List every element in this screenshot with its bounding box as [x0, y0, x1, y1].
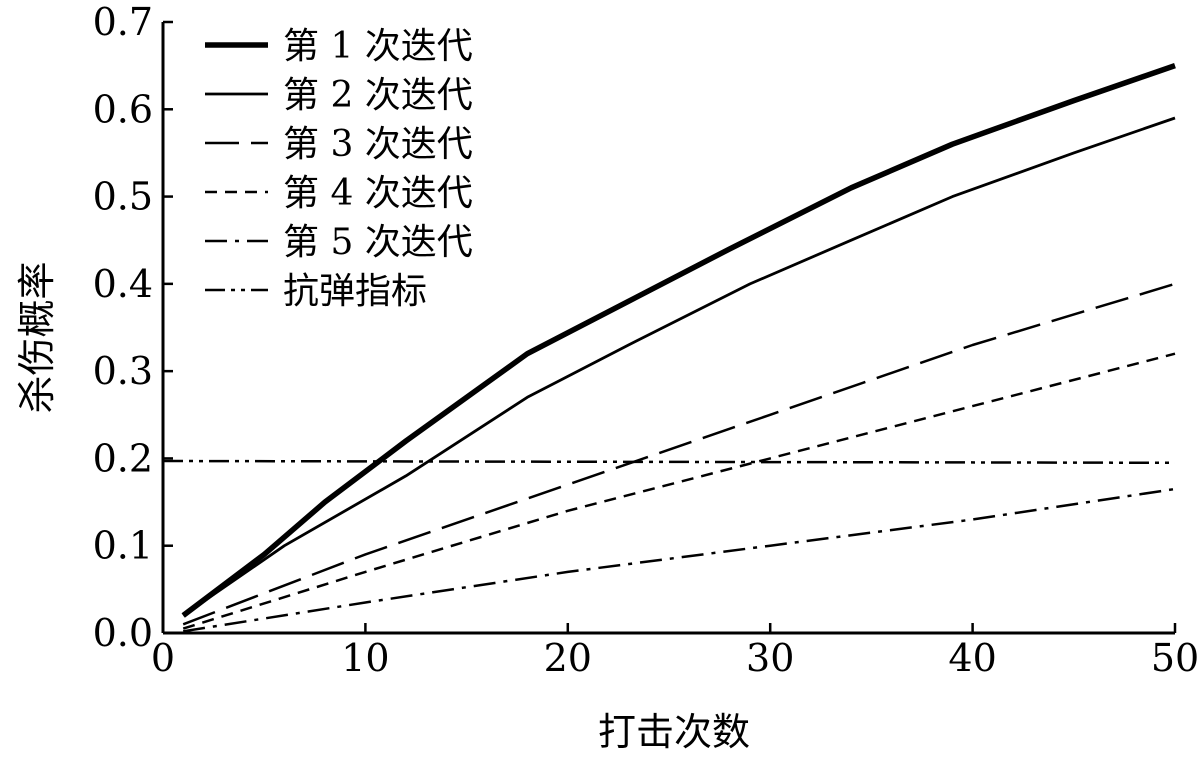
legend-label-5: 第 5 次迭代 — [283, 222, 473, 263]
series-group — [162, 63, 1176, 633]
series-line-3 — [182, 282, 1176, 626]
x-tick-label: 50 — [1151, 636, 1199, 680]
series-line-1 — [181, 63, 1176, 618]
y-tick-label: 0.2 — [93, 436, 153, 480]
x-tick-label: 30 — [746, 636, 794, 680]
series-line-5 — [183, 487, 1176, 633]
axes: 0 10 20 30 40 50 0.0 0.1 0.2 0.3 0.4 0.5 0.6 0.7 — [93, 0, 1200, 680]
y-axis-label: 杀伤概率 — [15, 261, 59, 413]
legend-label-3: 第 3 次迭代 — [283, 124, 473, 165]
y-tick-label: 0.3 — [93, 349, 153, 393]
series-line-2 — [182, 116, 1176, 617]
legend-label-2: 第 2 次迭代 — [283, 75, 473, 116]
y-tick-label: 0.5 — [93, 175, 153, 219]
x-tick-label: 20 — [544, 636, 592, 680]
legend-label-6: 抗弹指标 — [283, 271, 427, 312]
y-ticks: 0.0 0.1 0.2 0.3 0.4 0.5 0.6 0.7 — [93, 0, 173, 655]
y-tick-label: 0.4 — [93, 262, 153, 306]
legend-label-1: 第 1 次迭代 — [283, 26, 473, 67]
series-line-6 — [162, 459, 1176, 465]
x-tick-label: 40 — [948, 636, 996, 680]
x-tick-label: 0 — [151, 636, 175, 680]
legend-label-4: 第 4 次迭代 — [283, 173, 473, 214]
y-tick-label: 0.6 — [93, 87, 153, 131]
y-tick-label: 0.7 — [93, 0, 153, 44]
x-tick-label: 10 — [341, 636, 389, 680]
x-ticks: 0 10 20 30 40 50 — [151, 623, 1199, 680]
x-axis-label: 打击次数 — [598, 710, 750, 754]
y-tick-label: 0.0 — [93, 611, 153, 655]
y-tick-label: 0.1 — [93, 524, 153, 568]
series-line-4 — [182, 352, 1176, 630]
